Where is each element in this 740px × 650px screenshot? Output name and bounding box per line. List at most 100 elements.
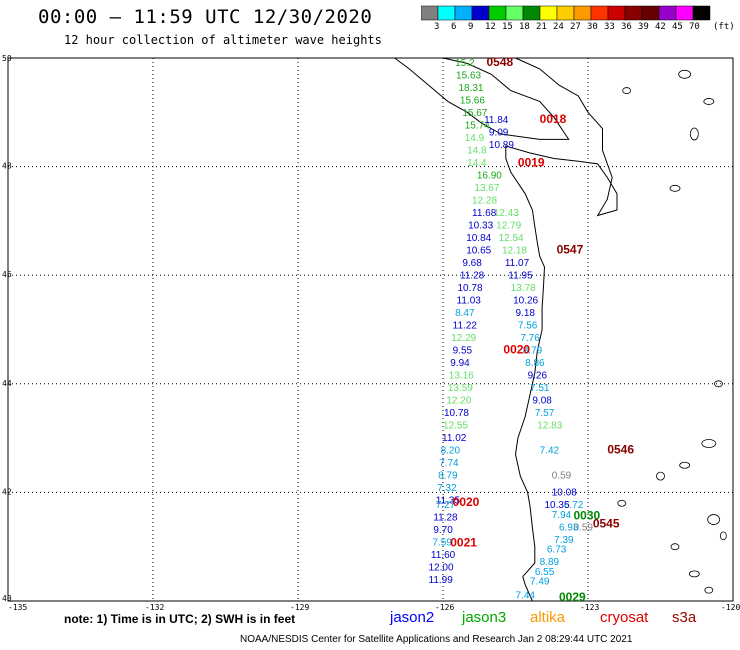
lake-outline: [704, 586, 714, 594]
colorbar-tick-label: 12: [485, 22, 496, 32]
colorbar-swatch: [692, 5, 711, 21]
wave-height-label: 7.59: [432, 538, 452, 549]
legend-altika: altika: [530, 609, 566, 626]
wave-height-label: 11.07: [505, 258, 530, 269]
pass-time-label: 0018: [540, 112, 567, 126]
wave-height-label: 15.66: [460, 96, 485, 107]
latitude-tick-label: 42: [2, 487, 12, 496]
wave-height-label: 10.78: [458, 283, 483, 294]
wave-height-label: 11.35: [436, 495, 461, 506]
wave-height-label: 9.68: [462, 258, 482, 269]
wave-height-label: 12.43: [494, 208, 519, 219]
wave-height-label: 7.42: [540, 445, 560, 456]
longitude-tick-label: -132: [145, 603, 164, 612]
wave-height-label: 11.28: [460, 270, 485, 281]
wave-height-label: 6.93: [559, 522, 579, 533]
wave-height-label: 12.18: [502, 245, 527, 256]
map-frame: [7, 57, 734, 602]
wave-height-label: 11.60: [431, 550, 456, 561]
wave-height-label: 8.79: [438, 470, 458, 481]
wave-height-label: 7.56: [518, 320, 538, 331]
pass-time-label: 0547: [557, 242, 584, 256]
wave-height-label: 8.86: [525, 358, 545, 369]
wave-height-label: 12.79: [496, 221, 521, 232]
wave-height-label: 10.26: [513, 295, 538, 306]
wave-height-label: 12.83: [537, 420, 562, 431]
wave-height-label: 7.51: [530, 383, 550, 394]
colorbar-tick-label: 36: [621, 22, 632, 32]
lake-outline: [617, 499, 627, 507]
wave-height-label: 18.31: [458, 83, 483, 94]
lake-outline: [622, 87, 632, 94]
lake-outline: [656, 471, 665, 481]
pass-time-label: 0030: [574, 509, 601, 523]
colorbar-tick-label: 18: [519, 22, 530, 32]
vancouver-island-outline: [393, 57, 570, 140]
wave-height-label: 9.26: [528, 370, 548, 381]
colorbar-tick-label: 6: [451, 22, 457, 32]
wave-height-label: 11.95: [508, 270, 533, 281]
latitude-tick-label: 44: [2, 379, 12, 388]
wave-height-label: 6.72: [564, 500, 584, 511]
longitude-tick-label: -123: [580, 603, 599, 612]
wave-height-label: 10.33: [468, 221, 493, 232]
colorbar-tick-label: 30: [587, 22, 598, 32]
wave-height-label: 11.02: [442, 433, 467, 444]
wave-height-label: 15.74: [465, 121, 490, 132]
wave-height-label: 10.78: [444, 408, 469, 419]
lake-outline: [679, 461, 691, 469]
colorbar-tick-label: 27: [570, 22, 581, 32]
wave-height-label: 8.20: [441, 445, 461, 456]
wave-height-label: 14.4: [467, 158, 487, 169]
colorbar-tick-label: 42: [655, 22, 666, 32]
longitude-tick-label: -135: [8, 603, 27, 612]
wave-height-label: 0.59: [552, 470, 572, 481]
wave-height-label: 7.27: [436, 500, 456, 511]
wave-height-label: 13.67: [474, 183, 499, 194]
wave-height-label: 9.18: [516, 308, 536, 319]
colorbar-tick-label: 15: [502, 22, 513, 32]
lake-outline: [719, 531, 727, 541]
page-subtitle: 12 hour collection of altimeter wave hei…: [64, 33, 382, 47]
longitude-tick-label: -129: [290, 603, 309, 612]
wave-height-label: 10.35: [545, 500, 570, 511]
page-title: 00:00 – 11:59 UTC 12/30/2020: [38, 6, 373, 28]
latitude-tick-label: 46: [2, 270, 12, 279]
colorbar-tick-label: 39: [638, 22, 649, 32]
wave-height-label: 12.54: [499, 233, 524, 244]
wave-height-label: 7.57: [535, 408, 555, 419]
pass-time-label: 0020: [453, 495, 480, 509]
lake-outline: [678, 69, 692, 79]
wave-height-label: 7.44: [516, 590, 536, 601]
pass-time-label: 0545: [593, 517, 620, 531]
latitude-tick-label: 50: [2, 54, 12, 63]
lake-outline: [714, 380, 723, 388]
legend-cryosat: cryosat: [600, 609, 649, 626]
wave-height-label: 15.67: [462, 108, 487, 119]
wave-height-label: 11.03: [457, 295, 482, 306]
wave-height-label: 13.16: [449, 370, 474, 381]
lake-outline: [689, 127, 699, 141]
wave-height-label: 7.39: [554, 535, 574, 546]
wave-height-label: 12.28: [472, 196, 497, 207]
wave-height-label: 11.84: [484, 115, 509, 126]
wave-height-label: 6.73: [547, 545, 567, 556]
colorbar-tick-label: 24: [553, 22, 564, 32]
wave-height-label: 11.22: [453, 320, 478, 331]
lake-outline: [707, 514, 721, 525]
wave-height-label: 7.76: [520, 333, 540, 344]
wave-height-label: 15.2: [455, 58, 475, 69]
wave-height-label: 9.94: [450, 358, 470, 369]
legend-jason2: jason2: [390, 609, 435, 626]
legend-s3a: s3a: [672, 609, 697, 626]
colorbar-unit: (ft): [713, 22, 735, 32]
wave-height-label: 9.08: [532, 395, 552, 406]
wave-height-label: 12.55: [443, 420, 468, 431]
wave-height-label: 13.59: [448, 383, 473, 394]
longitude-tick-label: -126: [435, 603, 454, 612]
wave-height-label: 14.9: [465, 133, 485, 144]
latitude-tick-label: 40: [2, 594, 12, 603]
colorbar-labels: 3 6 9 12 15 18 21 24 27 30 33 36 39 42 45 70 (ft): [421, 22, 740, 34]
wave-height-label: 15.63: [456, 71, 481, 82]
wave-height-label: 10.65: [466, 245, 491, 256]
